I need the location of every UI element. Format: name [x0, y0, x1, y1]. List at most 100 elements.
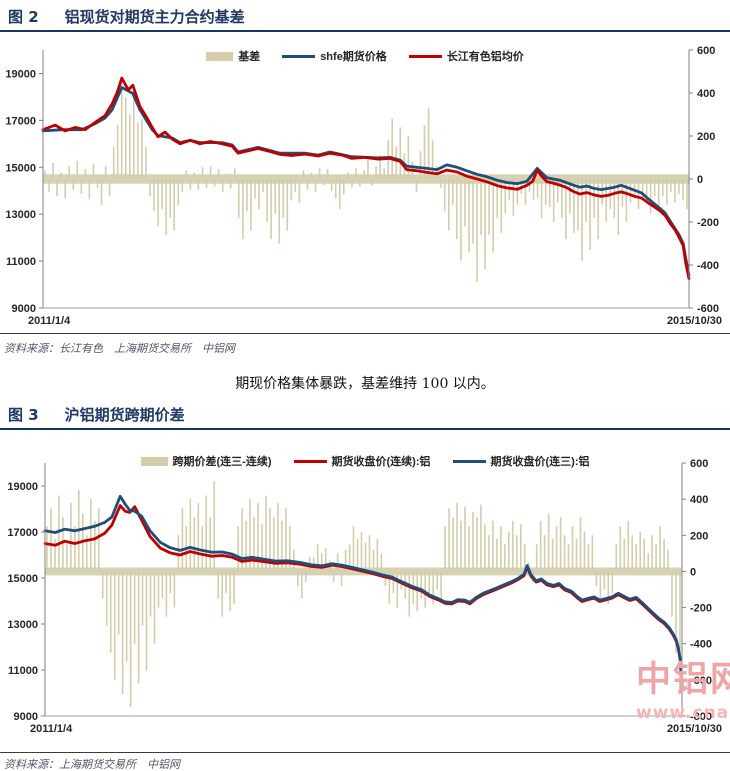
legend-line-swatch — [452, 459, 486, 463]
basis-bar — [262, 179, 264, 192]
basis-bar — [165, 179, 167, 235]
basis-bar — [209, 517, 211, 572]
basis-bar — [322, 179, 325, 186]
basis-bar — [468, 526, 470, 572]
basis-bar — [245, 520, 247, 572]
basis-bar — [419, 151, 422, 179]
basis-bar — [488, 535, 490, 572]
basis-bar — [639, 531, 641, 572]
basis-bar — [257, 502, 259, 572]
basis-bar — [643, 538, 645, 572]
basis-bar — [655, 544, 657, 572]
basis-bar — [571, 526, 574, 572]
basis-bar — [476, 179, 478, 283]
basis-bar — [62, 517, 64, 572]
basis-bar — [217, 169, 220, 179]
basis-bar — [540, 179, 543, 218]
basis-bar — [443, 179, 446, 212]
basis-bar — [193, 172, 196, 179]
basis-bar — [66, 544, 68, 572]
basis-bar — [516, 179, 519, 205]
chart2-bottom-rule — [0, 752, 730, 753]
basis-bar — [261, 524, 263, 572]
basis-bar — [380, 553, 383, 572]
series-line — [43, 494, 684, 689]
basis-bar — [675, 571, 677, 653]
basis-bar — [100, 179, 103, 205]
basis-bar — [141, 118, 143, 179]
basis-bar — [58, 495, 60, 572]
legend-item: 跨期价差(连三-连续) — [140, 453, 272, 469]
basis-bar — [488, 179, 490, 235]
basis-bar — [523, 544, 526, 572]
basis-bar — [129, 114, 131, 179]
basis-bar — [282, 179, 284, 218]
basis-bar — [617, 179, 620, 235]
y-axis-right-label: -200 — [697, 217, 719, 229]
basis-bar — [605, 179, 607, 222]
basis-bar — [577, 179, 579, 231]
legend-bar-swatch — [206, 51, 234, 61]
basis-bar — [161, 179, 163, 210]
basis-bar — [460, 179, 462, 261]
basis-bar — [428, 571, 430, 594]
basis-bar — [117, 571, 120, 635]
y-axis-left-label: 19000 — [5, 68, 36, 80]
basis-bar — [286, 179, 289, 231]
y-axis-right-label: -400 — [697, 260, 719, 272]
basis-bar — [113, 571, 116, 680]
basis-bar — [436, 571, 438, 590]
basis-bar — [444, 526, 446, 572]
figure3-header: 图 3 沪铝期货跨期价差 — [8, 404, 185, 425]
basis-bar — [615, 544, 618, 572]
basis-bar — [496, 179, 498, 218]
basis-bar — [289, 526, 291, 572]
basis-bar — [137, 123, 139, 179]
basis-bar — [480, 504, 482, 572]
y-axis-left-label: 13000 — [5, 209, 36, 221]
basis-bar — [496, 538, 498, 572]
legend-item: 基差 — [206, 48, 260, 64]
basis-bar — [395, 146, 398, 180]
basis-bar — [627, 520, 630, 572]
basis-bar — [657, 179, 660, 207]
basis-bar — [492, 520, 494, 572]
basis-bar — [567, 544, 570, 572]
basis-bar — [448, 179, 450, 231]
basis-bar — [631, 535, 633, 572]
basis-bar — [181, 508, 184, 572]
basis-bar — [589, 179, 591, 250]
basis-bar — [591, 535, 594, 572]
basis-bar — [356, 538, 359, 572]
basis-bar — [583, 531, 586, 572]
basis-bar — [320, 553, 323, 572]
basis-bar — [597, 179, 599, 240]
basis-bar — [682, 179, 684, 201]
basis-bar — [623, 538, 626, 572]
figure2-title: 铝现货对期货主力合约基差 — [64, 8, 245, 26]
basis-bar — [133, 86, 135, 179]
basis-bar — [686, 179, 688, 210]
basis-bar — [504, 179, 507, 214]
basis-bar — [431, 140, 434, 179]
basis-bar — [161, 571, 164, 599]
figure2-label: 图 2 — [8, 8, 39, 26]
basis-bar — [367, 159, 369, 179]
figure3-label: 图 3 — [8, 406, 39, 424]
basis-bar — [44, 170, 46, 179]
basis-bar — [581, 179, 583, 261]
basis-bar — [376, 538, 379, 572]
basis-bar — [86, 535, 88, 572]
basis-bar — [273, 517, 275, 572]
basis-bar — [396, 571, 399, 608]
basis-bar — [157, 179, 159, 227]
basis-bar — [484, 524, 486, 572]
legend-item: 长江有色铝均价 — [408, 48, 524, 64]
basis-bar — [339, 179, 341, 210]
basis-bar — [539, 520, 542, 572]
basis-bar — [169, 571, 172, 594]
y-axis-right-label: -600 — [690, 675, 712, 687]
basis-bar — [241, 508, 243, 572]
basis-bar — [666, 179, 668, 205]
basis-bar — [472, 179, 474, 244]
